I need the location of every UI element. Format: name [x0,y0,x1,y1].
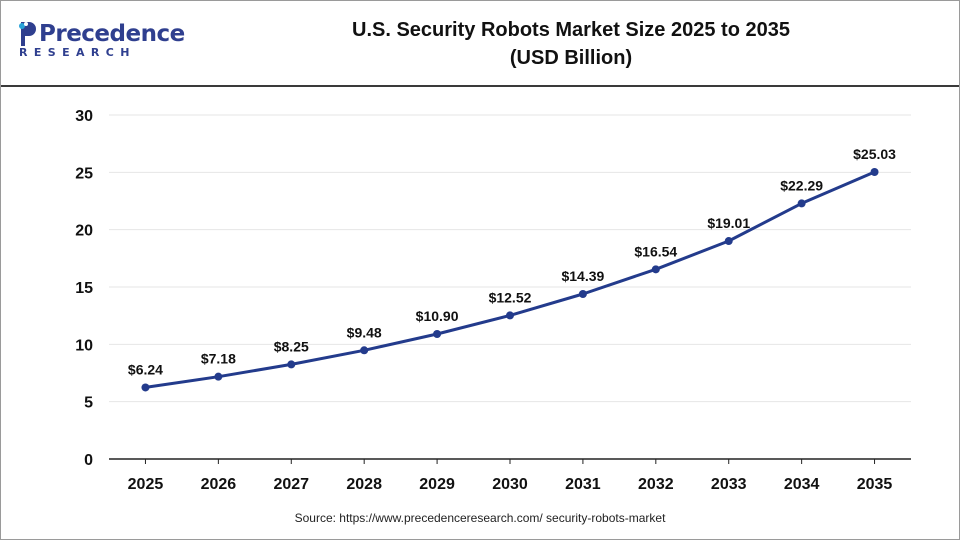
x-tick-label-2026: 2026 [201,476,237,493]
header-bar: Precedence RESEARCH U.S. Security Robots… [1,1,959,87]
data-point-2025 [141,383,150,392]
data-label-2026: $7.18 [201,351,236,367]
data-label-2025: $6.24 [128,361,163,377]
data-point-2032 [651,265,660,274]
y-tick-label-5: 5 [84,395,93,412]
data-point-2028 [360,346,369,355]
chart-title-line2: (USD Billion) [509,47,633,69]
data-point-2035 [870,167,879,176]
source-note: Source: https://www.precedenceresearch.c… [294,511,666,525]
x-tick-label-2030: 2030 [492,476,528,493]
data-point-2026 [214,372,223,381]
brand-logo: Precedence RESEARCH [17,17,185,65]
logo-mark-icon [19,22,36,46]
chart-title-line1: U.S. Security Robots Market Size 2025 to… [352,19,790,41]
logo-wordmark: Precedence [39,21,185,47]
data-label-2029: $10.90 [416,308,459,324]
data-point-2027 [287,360,296,369]
x-tick-label-2028: 2028 [346,476,382,493]
series-line [145,170,876,389]
data-point-2029 [433,330,442,339]
y-tick-label-25: 25 [75,165,93,182]
y-tick-label-20: 20 [75,223,93,240]
y-tick-label-0: 0 [84,452,93,469]
data-label-2032: $16.54 [634,243,677,259]
x-tick-label-2035: 2035 [857,476,893,493]
data-label-2027: $8.25 [274,338,309,354]
y-tick-label-15: 15 [75,280,93,297]
logo-subtitle: RESEARCH [19,46,136,59]
x-tick-label-2027: 2027 [273,476,309,493]
y-tick-label-10: 10 [75,337,93,354]
data-point-2034 [797,199,806,208]
data-label-2033: $19.01 [707,215,750,231]
data-label-2028: $9.48 [347,324,382,340]
x-tick-label-2032: 2032 [638,476,674,493]
data-label-2030: $12.52 [489,289,532,305]
data-label-2035: $25.03 [853,146,896,162]
data-label-2031: $14.39 [561,268,604,284]
x-tick-label-2034: 2034 [784,476,820,493]
x-tick-label-2029: 2029 [419,476,455,493]
data-label-2034: $22.29 [780,177,823,193]
x-tick-label-2025: 2025 [128,476,164,493]
y-tick-label-30: 30 [75,108,93,125]
x-tick-label-2031: 2031 [565,476,601,493]
chart-title: U.S. Security Robots Market Size 2025 to… [221,16,921,72]
data-point-2031 [578,289,587,298]
x-tick-label-2033: 2033 [711,476,747,493]
data-point-2030 [506,311,514,320]
data-point-2033 [724,237,733,246]
